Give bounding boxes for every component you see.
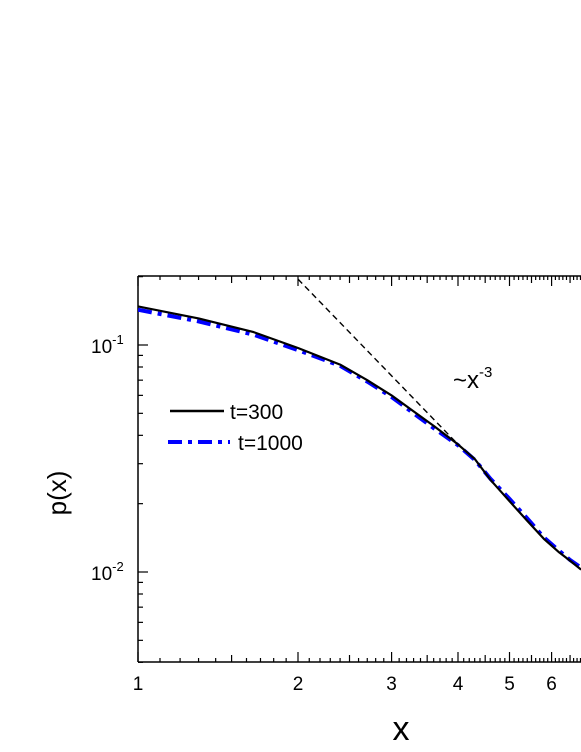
y-tick-label-base: 10 (91, 564, 112, 585)
x-tick-label: 6 (546, 674, 557, 695)
power-law-annotation-exp: -3 (479, 364, 492, 381)
reference-power-law-line (297, 278, 459, 445)
plot-frame (137, 275, 581, 663)
y-axis-title: p(x) (42, 471, 72, 516)
x-tick-labels: 1234567 (133, 674, 557, 695)
legend: t=300 t=1000 (168, 401, 303, 455)
y-tick-label-base: 10 (91, 337, 112, 358)
x-axis-title: x (393, 710, 410, 748)
legend-label-t1000: t=1000 (238, 432, 303, 455)
legend-label-t300: t=300 (230, 401, 283, 424)
y-tick-label-exp: -1 (112, 332, 124, 347)
power-law-annotation: ~x-3 (453, 364, 492, 394)
series-line-t300 (138, 305, 581, 571)
y-tick-labels: 10-110-2 (91, 332, 124, 585)
x-tick-label: 1 (133, 674, 144, 695)
series-line-t1000 (138, 307, 581, 570)
series-layer (138, 278, 581, 571)
y-tick-label-exp: -2 (112, 559, 124, 574)
y-tick-label: 10-2 (91, 559, 124, 585)
x-tick-label: 3 (386, 674, 397, 695)
x-tick-label: 4 (453, 674, 464, 695)
x-tick-label: 2 (293, 674, 304, 695)
y-axis-ticks (138, 276, 148, 663)
x-axis-ticks (137, 276, 581, 662)
y-tick-label: 10-1 (91, 332, 124, 358)
x-tick-label: 5 (504, 674, 515, 695)
power-law-annotation-base: ~x (453, 367, 479, 394)
